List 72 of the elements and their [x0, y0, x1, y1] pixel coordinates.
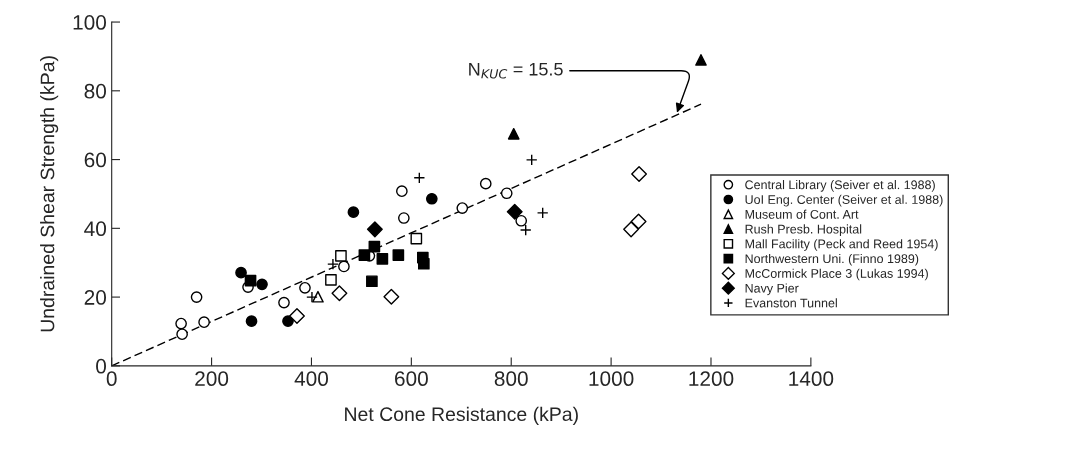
annotation: N$_{KUC}$ = 15.5 [469, 62, 563, 79]
legend-label: Museum of Cont. Art [745, 209, 859, 219]
y-tick-label: 100 [73, 15, 107, 30]
point [695, 54, 707, 66]
point [525, 154, 538, 166]
point [327, 258, 339, 270]
legend-label: Mall Facility (Peck and Reed 1954) [745, 239, 938, 251]
point [338, 260, 350, 273]
point [299, 281, 311, 294]
point [244, 274, 257, 287]
y-tick-label: 20 [84, 290, 107, 305]
point [479, 177, 492, 190]
point [456, 202, 469, 214]
point [631, 166, 648, 182]
point [235, 266, 247, 279]
point [506, 203, 523, 220]
point [376, 253, 389, 265]
point [175, 317, 187, 330]
point [325, 274, 337, 286]
y-tick-label: 80 [84, 83, 107, 99]
y-tick-label: 40 [84, 221, 107, 237]
point [306, 291, 318, 303]
point [358, 249, 371, 261]
x-tick-label: 0 [106, 371, 117, 387]
point [417, 257, 430, 270]
point [282, 315, 294, 328]
point [366, 275, 378, 288]
x-tick-label: 800 [494, 371, 528, 387]
point [288, 308, 305, 324]
point [383, 288, 400, 305]
legend-label: Central Library (Seiver et al. 1988) [745, 180, 935, 192]
x-axis-title: Net Cone Resistance (kPa) [345, 406, 578, 425]
legend-label: Northwestern Uni. (Finno 1989) [745, 253, 919, 266]
legend-label: UoI Eng. Center (Seiver et al. 1988) [745, 194, 943, 207]
x-tick-label: 200 [195, 371, 229, 387]
legend-label: McCormick Place 3 (Lukas 1994) [745, 268, 928, 281]
point [256, 278, 268, 291]
point [398, 212, 410, 224]
point [176, 328, 188, 341]
legend-label: Navy Pier [745, 283, 799, 296]
x-tick-label: 400 [294, 371, 329, 387]
point [366, 221, 383, 238]
point [515, 214, 528, 227]
point [245, 315, 258, 328]
legend-label: Evanston Tunnel [745, 298, 837, 308]
x-tick-label: 1000 [589, 371, 634, 387]
point [536, 207, 549, 219]
point [347, 206, 360, 219]
point [410, 232, 423, 245]
x-tick-label: 1200 [689, 371, 734, 387]
point [392, 249, 405, 261]
point [278, 296, 290, 309]
point [190, 291, 203, 303]
point [630, 213, 647, 230]
point [331, 285, 348, 302]
point [507, 127, 520, 140]
point [368, 240, 381, 253]
x-tick-label: 600 [395, 371, 428, 387]
point [312, 290, 324, 303]
y-axis-title: Undrained Shear Strength (kPa) [40, 56, 59, 332]
point [425, 192, 438, 205]
x-tick-label: 1400 [789, 371, 834, 387]
point [519, 224, 532, 236]
legend-label: Rush Presb. Hospital [745, 224, 862, 237]
point [198, 316, 210, 329]
point [335, 249, 347, 262]
y-tick-label: 0 [96, 358, 107, 374]
point [500, 187, 513, 200]
point [623, 221, 640, 238]
point [413, 171, 426, 184]
point [396, 185, 408, 198]
y-tick-label: 60 [84, 152, 107, 168]
